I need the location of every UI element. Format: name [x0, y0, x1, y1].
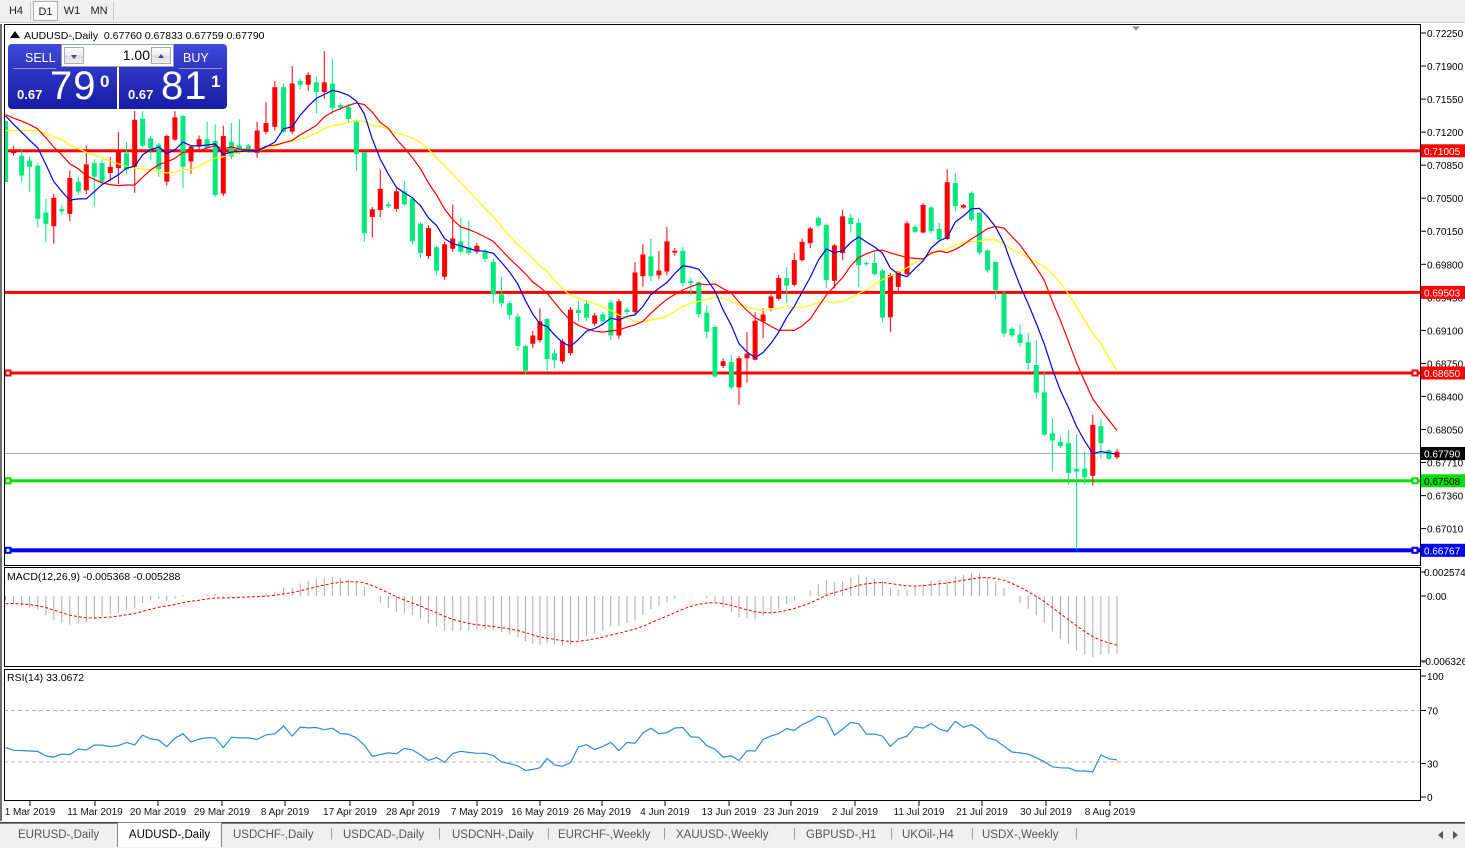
svg-text:29 Mar 2019: 29 Mar 2019: [194, 807, 251, 818]
svg-text:0.66767: 0.66767: [1424, 546, 1461, 557]
svg-text:0.67360: 0.67360: [1427, 492, 1464, 503]
svg-text:28 Apr 2019: 28 Apr 2019: [386, 807, 440, 818]
svg-text:0.71005: 0.71005: [1424, 147, 1461, 158]
svg-text:0.69800: 0.69800: [1427, 260, 1464, 271]
svg-text:11 Mar 2019: 11 Mar 2019: [67, 807, 123, 818]
svg-text:0.67508: 0.67508: [1424, 477, 1461, 488]
svg-text:1 Mar 2019: 1 Mar 2019: [5, 807, 56, 818]
svg-text:7 May 2019: 7 May 2019: [451, 807, 504, 818]
svg-text:AUDUSD-,Daily 0.67760 0.67833: AUDUSD-,Daily 0.67760 0.67833 0.67759 0.…: [24, 30, 265, 42]
svg-text:0.69503: 0.69503: [1424, 288, 1461, 299]
svg-text:11 Jul 2019: 11 Jul 2019: [894, 807, 945, 818]
svg-text:0.68750: 0.68750: [1427, 359, 1464, 370]
svg-text:21 Jul 2019: 21 Jul 2019: [956, 807, 1008, 818]
svg-text:16 May 2019: 16 May 2019: [511, 807, 569, 818]
svg-text:0.70500: 0.70500: [1427, 194, 1464, 205]
svg-text:20 Mar 2019: 20 Mar 2019: [130, 807, 187, 818]
svg-text:0.67710: 0.67710: [1427, 459, 1464, 470]
svg-text:30: 30: [1427, 760, 1439, 771]
svg-text:0.68650: 0.68650: [1424, 369, 1461, 380]
svg-text:26 May 2019: 26 May 2019: [573, 807, 631, 818]
svg-text:0.68050: 0.68050: [1427, 426, 1464, 437]
svg-text:0: 0: [1427, 793, 1433, 804]
svg-text:0.72250: 0.72250: [1427, 29, 1464, 40]
svg-text:0.00: 0.00: [1427, 592, 1447, 603]
svg-text:23 Jun 2019: 23 Jun 2019: [763, 807, 818, 818]
svg-text:0.71550: 0.71550: [1427, 95, 1464, 106]
svg-text:8 Aug 2019: 8 Aug 2019: [1085, 807, 1136, 818]
svg-text:0.70850: 0.70850: [1427, 161, 1464, 172]
svg-text:0.67790: 0.67790: [1424, 450, 1461, 461]
svg-text:0.71200: 0.71200: [1427, 128, 1464, 139]
svg-text:0.002574: 0.002574: [1424, 568, 1465, 579]
svg-text:8 Apr 2019: 8 Apr 2019: [261, 807, 310, 818]
svg-text:0.71900: 0.71900: [1427, 62, 1464, 73]
svg-text:70: 70: [1427, 707, 1439, 718]
svg-text:4 Jun 2019: 4 Jun 2019: [640, 807, 690, 818]
svg-text:0.70150: 0.70150: [1427, 227, 1464, 238]
svg-text:17 Apr 2019: 17 Apr 2019: [323, 807, 377, 818]
svg-text:30 Jul 2019: 30 Jul 2019: [1020, 807, 1072, 818]
svg-text:0.69100: 0.69100: [1427, 326, 1464, 337]
svg-text:100: 100: [1427, 672, 1444, 683]
svg-text:0.67010: 0.67010: [1427, 525, 1464, 536]
svg-text:2 Jul 2019: 2 Jul 2019: [832, 807, 879, 818]
svg-text:13 Jun 2019: 13 Jun 2019: [701, 807, 756, 818]
svg-text:-0.006326: -0.006326: [1422, 657, 1465, 668]
svg-text:MACD(12,26,9) -0.005368 -0.005: MACD(12,26,9) -0.005368 -0.005288: [7, 571, 181, 583]
svg-text:0.68400: 0.68400: [1427, 392, 1464, 403]
svg-text:RSI(14) 33.0672: RSI(14) 33.0672: [7, 672, 84, 684]
